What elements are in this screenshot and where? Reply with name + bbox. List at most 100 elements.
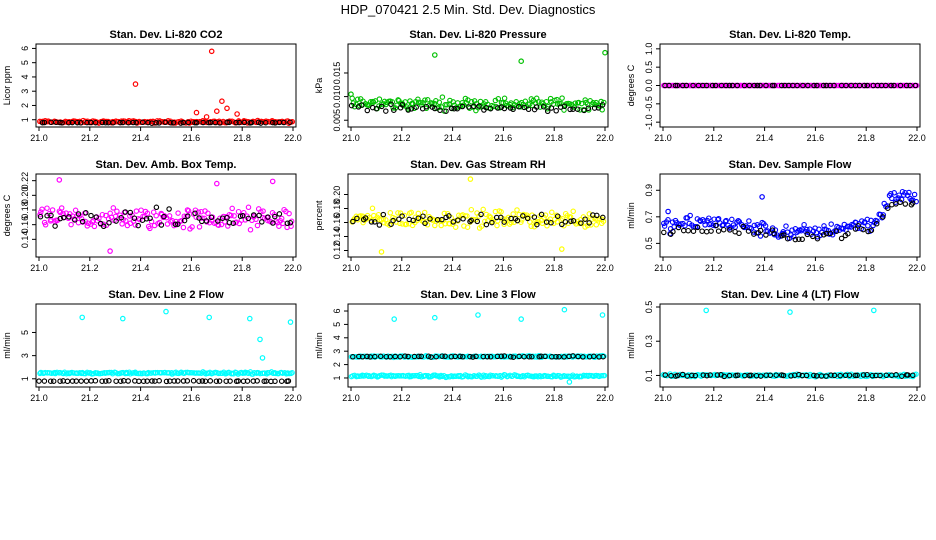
data-point (562, 219, 569, 225)
data-point (831, 82, 837, 89)
data-point (233, 219, 240, 225)
data-point (452, 224, 459, 230)
data-point (409, 372, 416, 379)
x-tick-label: 21.4 (132, 133, 150, 143)
data-point (685, 227, 691, 234)
x-tick-label: 22.0 (596, 393, 614, 403)
data-point (464, 224, 471, 230)
chart-title: Stan. Dev. Line 3 Flow (420, 289, 536, 301)
data-point (471, 103, 477, 110)
data-point (431, 314, 438, 321)
data-point (163, 378, 170, 385)
data-point (501, 221, 507, 228)
data-point (362, 215, 369, 221)
data-point (666, 82, 672, 89)
data-point (784, 229, 791, 235)
y-tick-label: 0.14 (332, 228, 342, 246)
data-point (570, 353, 576, 359)
y-tick-label: 0.16 (20, 216, 30, 234)
data-point (207, 378, 214, 384)
y-tick-label: 0.18 (332, 200, 342, 218)
data-point (377, 353, 384, 360)
data-point (408, 106, 415, 112)
data-point (431, 52, 438, 58)
data-point (899, 373, 905, 379)
data-point (781, 232, 787, 238)
data-point (113, 218, 119, 224)
x-tick-label: 21.2 (81, 263, 99, 273)
data-point (57, 215, 64, 222)
data-point (856, 82, 863, 89)
series-secondary (350, 211, 606, 228)
data-point (810, 233, 816, 240)
plot-frame (659, 43, 921, 128)
y-tick-label: 6 (332, 309, 342, 314)
data-point (422, 220, 428, 227)
data-point (41, 119, 48, 126)
data-point (464, 213, 470, 219)
data-point (873, 220, 880, 227)
data-point (203, 218, 210, 224)
data-point (161, 213, 167, 220)
data-point (166, 213, 173, 219)
y-tick-label: 0.7 (644, 211, 654, 224)
data-point (136, 216, 143, 223)
data-point (153, 204, 160, 211)
data-point (206, 314, 213, 321)
data-point (680, 227, 687, 234)
data-point (548, 105, 555, 111)
data-point (674, 372, 681, 379)
y-tick-label: 2 (332, 362, 342, 367)
data-point (256, 212, 262, 219)
data-point (489, 219, 495, 226)
data-point (149, 378, 155, 384)
data-point (483, 221, 490, 228)
data-point (528, 223, 534, 230)
data-point (387, 354, 393, 360)
data-point (132, 369, 139, 376)
x-tick-label: 21.2 (705, 133, 723, 143)
data-point (570, 218, 577, 224)
data-point (600, 353, 606, 360)
data-point (262, 119, 269, 126)
data-point (913, 371, 919, 377)
data-point (79, 314, 86, 321)
chart-title: Stan. Dev. Line 4 (LT) Flow (721, 289, 860, 301)
figure-title: HDP_070421 2.5 Min. Std. Dev. Diagnostic… (341, 2, 596, 17)
data-point (82, 118, 89, 125)
chart-panel: Stan. Dev. Li-820 Temp. degrees C 21.0 21.2… (626, 29, 926, 143)
data-point (166, 370, 172, 376)
data-point (259, 355, 266, 361)
x-tick-label: 21.6 (183, 263, 201, 273)
data-point (692, 372, 699, 379)
data-point (257, 336, 263, 343)
x-tick-label: 21.6 (495, 133, 513, 143)
data-point (553, 353, 559, 360)
data-point (259, 219, 265, 225)
data-point (196, 378, 202, 384)
data-point (460, 216, 466, 222)
data-point (102, 378, 109, 384)
plot-frame (347, 303, 609, 388)
y-tick-label: 3 (332, 349, 342, 354)
data-point (473, 353, 479, 360)
x-tick-label: 21.0 (654, 263, 672, 273)
chart-title: Stan. Dev. Amb. Box Temp. (96, 159, 237, 171)
y-tick-label: 5 (332, 322, 342, 327)
data-point (272, 370, 279, 377)
data-point (443, 214, 449, 221)
x-tick-label: 21.4 (444, 263, 462, 273)
x-tick-label: 21.4 (444, 393, 462, 403)
data-point (147, 225, 153, 232)
data-point (763, 232, 769, 238)
x-tick-label: 21.0 (30, 263, 48, 273)
data-point (75, 211, 82, 217)
data-point (526, 354, 532, 360)
data-point (348, 102, 355, 109)
data-point (405, 107, 411, 113)
data-point (200, 119, 206, 126)
data-point (127, 209, 134, 216)
data-point (83, 210, 89, 216)
data-point (185, 208, 192, 214)
